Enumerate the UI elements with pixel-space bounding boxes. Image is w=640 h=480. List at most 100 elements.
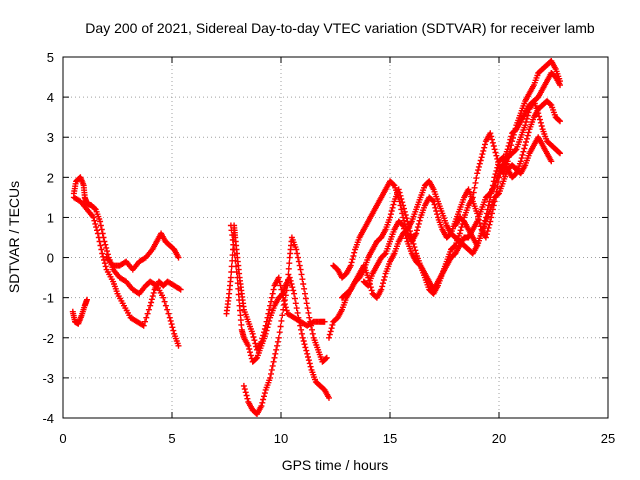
data-point-marker [557, 150, 563, 157]
data-point-marker [524, 132, 531, 139]
data-point-marker [294, 250, 301, 257]
data-point-marker [143, 314, 150, 321]
data-point-marker [292, 295, 298, 302]
data-point-marker [276, 278, 283, 285]
data-point-marker [401, 217, 407, 224]
data-point-marker [304, 305, 311, 312]
data-point-marker [535, 110, 542, 117]
series-track-k [360, 98, 563, 293]
x-axis-label: GPS time / hours [282, 457, 389, 473]
data-point-marker [261, 393, 267, 400]
data-point-marker [489, 139, 496, 146]
data-point-marker [91, 205, 98, 212]
data-point-marker [267, 374, 274, 381]
data-point-marker [484, 228, 491, 235]
data-point-marker [481, 144, 488, 151]
data-point-marker [278, 317, 285, 324]
data-point-marker [381, 273, 388, 280]
data-point-marker [94, 230, 101, 237]
data-point-marker [300, 338, 307, 344]
data-point-marker [264, 324, 271, 331]
data-points [69, 58, 563, 417]
data-point-marker [472, 179, 479, 186]
series-track-l [452, 134, 555, 249]
data-point-marker [249, 330, 256, 337]
data-point-marker [387, 211, 394, 218]
data-point-marker [95, 234, 102, 241]
data-point-marker [160, 294, 167, 301]
data-point-marker [240, 382, 247, 389]
data-point-marker [288, 281, 295, 287]
data-point-marker [268, 294, 275, 301]
data-point-marker [298, 271, 305, 278]
x-tick-label: 15 [383, 431, 397, 446]
data-point-marker [519, 151, 526, 158]
data-point-marker [458, 224, 465, 231]
data-point-marker [326, 331, 333, 338]
data-point-marker [269, 362, 276, 369]
chart-title: Day 200 of 2021, Sidereal Day-to-day VTE… [85, 20, 595, 36]
data-point-marker [97, 218, 104, 225]
data-point-marker [557, 118, 563, 125]
data-point-marker [148, 296, 155, 303]
data-point-marker [232, 257, 239, 264]
data-point-marker [273, 346, 280, 353]
data-point-marker [414, 227, 420, 234]
data-point-marker [252, 340, 259, 347]
x-tick-label: 10 [274, 431, 288, 446]
data-point-marker [477, 157, 484, 164]
data-point-marker [291, 290, 298, 297]
data-point-marker [99, 250, 106, 257]
data-point-marker [245, 342, 252, 349]
data-point-marker [84, 296, 90, 303]
data-point-marker [145, 306, 152, 313]
data-point-marker [401, 225, 407, 232]
data-point-marker [350, 253, 357, 259]
data-point-marker [480, 147, 487, 154]
data-point-marker [247, 352, 254, 359]
data-point-marker [236, 297, 243, 304]
data-point-marker [556, 149, 563, 156]
data-point-marker [280, 306, 287, 313]
data-point-marker [537, 116, 543, 123]
data-point-marker [166, 314, 173, 321]
data-point-marker [522, 142, 529, 149]
y-tick-label: -2 [42, 331, 54, 346]
data-point-marker [285, 265, 292, 272]
data-point-marker [403, 235, 410, 242]
data-point-marker [470, 189, 477, 196]
data-point-marker [487, 130, 494, 137]
data-point-marker [390, 181, 397, 188]
data-point-marker [266, 317, 273, 324]
data-point-marker [259, 399, 266, 406]
data-point-marker [297, 266, 304, 273]
data-point-marker [305, 354, 311, 360]
data-point-marker [495, 191, 502, 198]
data-point-marker [295, 314, 302, 321]
data-point-marker [177, 286, 184, 293]
grid-lines [63, 57, 608, 418]
data-point-marker [261, 390, 268, 397]
data-point-marker [268, 298, 274, 305]
data-point-marker [489, 136, 495, 143]
data-point-marker [400, 214, 407, 221]
data-point-marker [277, 323, 284, 330]
data-point-marker [293, 246, 300, 253]
data-point-marker [456, 230, 463, 237]
y-tick-label: 4 [47, 90, 54, 105]
data-point-marker [247, 349, 253, 356]
data-point-marker [142, 318, 148, 325]
data-point-marker [326, 334, 332, 341]
data-point-marker [482, 234, 489, 241]
x-tick-label: 5 [168, 431, 175, 446]
data-point-marker [398, 206, 405, 213]
data-point-marker [170, 327, 177, 334]
x-tick-label: 20 [492, 431, 506, 446]
data-point-marker [102, 263, 109, 270]
data-point-marker [390, 201, 397, 208]
data-point-marker [351, 249, 358, 256]
data-point-marker [507, 136, 514, 143]
data-point-marker [327, 328, 334, 335]
data-point-marker [389, 204, 396, 211]
series-track-a [69, 296, 90, 327]
